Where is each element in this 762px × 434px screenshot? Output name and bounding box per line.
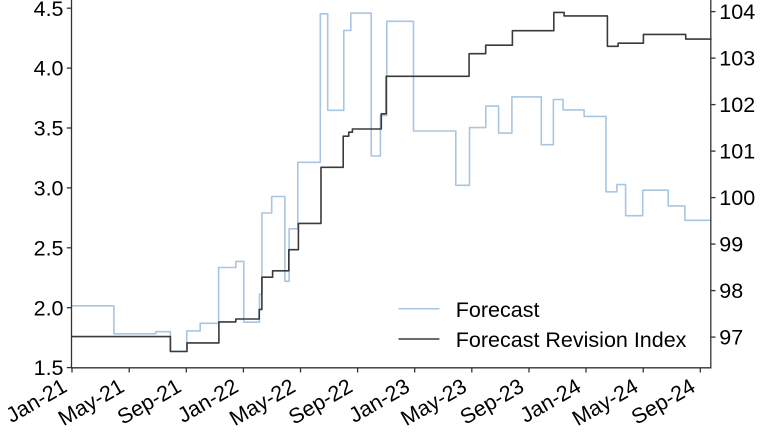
svg-text:104: 104 [719, 0, 755, 24]
svg-text:1.5: 1.5 [34, 356, 64, 380]
svg-text:98: 98 [719, 279, 743, 303]
svg-text:97: 97 [719, 326, 743, 350]
svg-text:101: 101 [719, 140, 755, 164]
svg-text:4.5: 4.5 [34, 0, 64, 21]
svg-text:100: 100 [719, 186, 755, 210]
svg-text:4.0: 4.0 [34, 57, 64, 81]
svg-text:2.0: 2.0 [34, 296, 64, 320]
svg-text:Forecast: Forecast [456, 298, 540, 322]
svg-text:102: 102 [719, 93, 755, 117]
svg-text:Forecast Revision Index: Forecast Revision Index [456, 328, 687, 352]
svg-text:3.5: 3.5 [34, 117, 64, 141]
svg-text:99: 99 [719, 233, 743, 257]
svg-text:3.0: 3.0 [34, 177, 64, 201]
svg-text:103: 103 [719, 47, 755, 71]
svg-text:2.5: 2.5 [34, 236, 64, 260]
